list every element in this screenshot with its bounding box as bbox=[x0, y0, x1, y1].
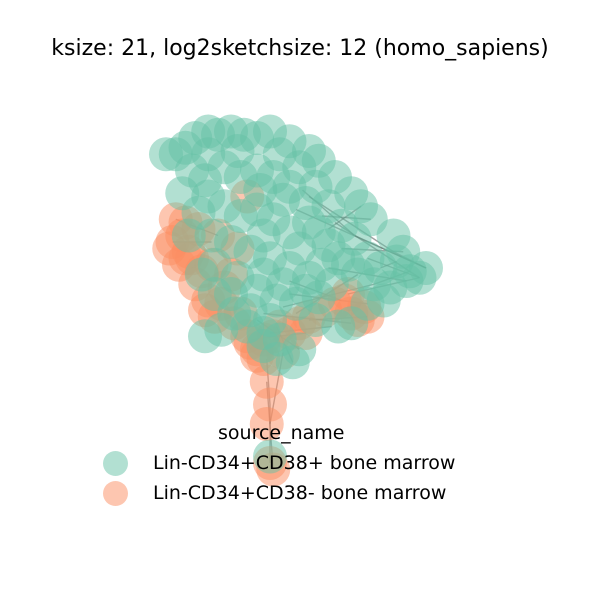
node-s1-83 bbox=[350, 286, 385, 321]
node-s1-46 bbox=[149, 137, 183, 172]
node-s1-74 bbox=[262, 322, 297, 357]
chart-title: ksize: 21, log2sketchsize: 12 (homo_sapi… bbox=[51, 36, 549, 61]
node-s1-97 bbox=[305, 247, 339, 282]
node-s1-87 bbox=[220, 134, 255, 168]
legend-marker-cd38-positive bbox=[103, 450, 128, 476]
legend-item-cd38-negative: Lin-CD34+CD38- bone marrow bbox=[100, 478, 455, 508]
node-s1-100 bbox=[253, 439, 287, 474]
legend-marker-cd38-negative bbox=[103, 480, 128, 506]
node-s1-85 bbox=[181, 195, 216, 230]
series-1 bbox=[149, 114, 443, 474]
node-s1-81 bbox=[392, 254, 427, 289]
node-s1-86 bbox=[188, 163, 222, 198]
nodes-layer bbox=[149, 114, 443, 487]
legend-title: source_name bbox=[218, 422, 345, 444]
node-s1-93 bbox=[243, 173, 278, 207]
legend: source_name Lin-CD34+CD38+ bone marrow L… bbox=[100, 422, 455, 508]
node-s1-98 bbox=[288, 273, 323, 308]
legend-label-cd38-negative: Lin-CD34+CD38- bone marrow bbox=[153, 482, 447, 504]
node-s1-40 bbox=[188, 319, 222, 354]
node-s0-37 bbox=[249, 407, 284, 441]
node-s1-99 bbox=[246, 218, 281, 253]
legend-item-cd38-positive: Lin-CD34+CD38+ bone marrow bbox=[100, 448, 455, 478]
legend-label-cd38-positive: Lin-CD34+CD38+ bone marrow bbox=[153, 452, 456, 474]
